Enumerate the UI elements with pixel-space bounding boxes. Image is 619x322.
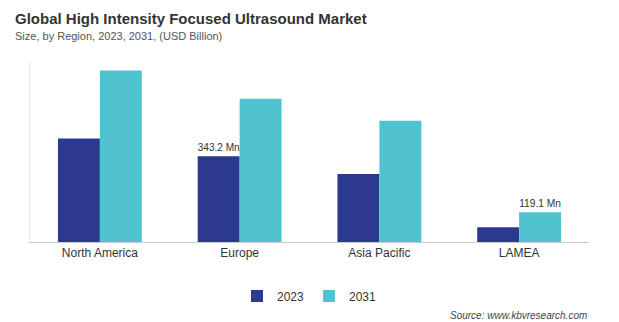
svg-text:119.1 Mn: 119.1 Mn xyxy=(519,198,561,209)
svg-text:2031: 2031 xyxy=(349,290,376,304)
svg-text:North America: North America xyxy=(62,246,138,260)
svg-text:343.2 Mn: 343.2 Mn xyxy=(198,142,240,153)
svg-text:Source: www.kbvresearch.com: Source: www.kbvresearch.com xyxy=(450,310,587,321)
svg-text:Global High Intensity Focused: Global High Intensity Focused Ultrasound… xyxy=(15,10,367,27)
svg-text:Size, by Region, 2023, 2031, (: Size, by Region, 2023, 2031, (USD Billio… xyxy=(15,30,222,42)
svg-text:2023: 2023 xyxy=(277,290,304,304)
svg-text:LAMEA: LAMEA xyxy=(499,246,540,260)
svg-text:Europe: Europe xyxy=(220,246,259,260)
svg-text:Asia Pacific: Asia Pacific xyxy=(348,246,410,260)
